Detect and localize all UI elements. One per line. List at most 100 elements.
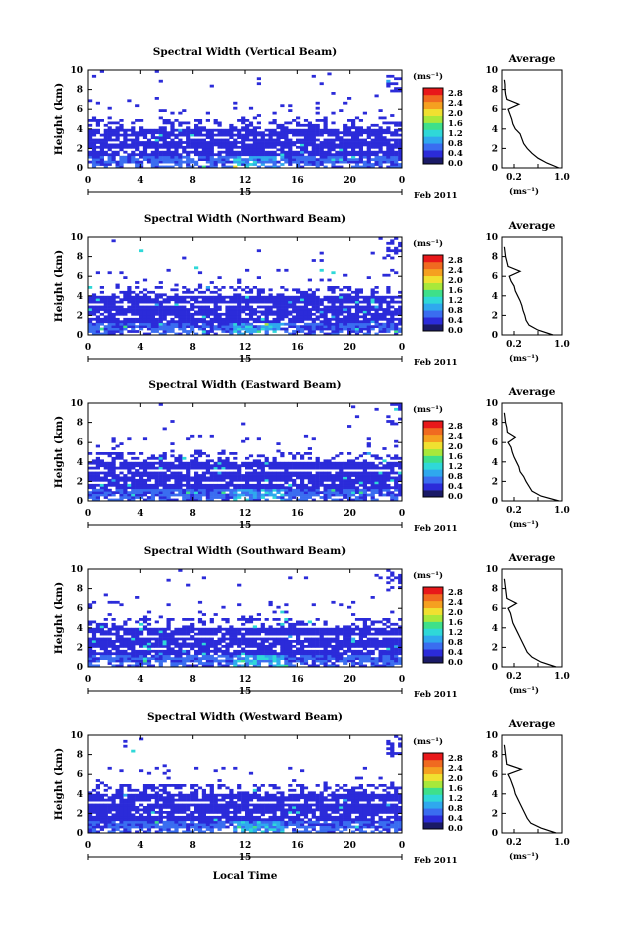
heatmap-cell (115, 649, 120, 653)
heatmap-cell (378, 126, 383, 130)
heatmap-cell (209, 459, 214, 463)
colorbar-segment (423, 115, 443, 123)
heatmap-cell (182, 640, 187, 643)
heatmap-cell (174, 119, 179, 122)
heatmap-cell (201, 461, 206, 465)
heatmap-cell (374, 407, 379, 411)
heatmap-cell (131, 300, 136, 304)
heatmap-cell (213, 627, 218, 631)
heatmap-cell (245, 322, 250, 326)
heatmap-cell (264, 155, 269, 159)
heatmap-cell (197, 486, 203, 490)
avg-y-tick-label: 8 (492, 253, 498, 263)
heatmap-cell (170, 165, 175, 169)
x-tick-label: 0 (399, 176, 405, 186)
heatmap-cell (111, 133, 116, 137)
heatmap-cell (315, 305, 320, 309)
heatmap-cell (107, 330, 112, 333)
heatmap-cell (221, 452, 226, 455)
heatmap-cell (174, 320, 179, 324)
heatmap-cell (394, 627, 399, 631)
heatmap-cell (296, 153, 301, 157)
heatmap-cell (99, 148, 104, 152)
heatmap-cell (178, 471, 183, 475)
heatmap-cell (115, 312, 120, 316)
heatmap-cell (382, 642, 387, 646)
heatmap-cell (170, 466, 175, 470)
heatmap-cell (362, 640, 367, 643)
heatmap-cell (135, 141, 140, 144)
heatmap-cell (229, 320, 234, 324)
heatmap-cell (370, 637, 375, 641)
heatmap-cell (351, 659, 356, 663)
heatmap-cell (205, 288, 210, 292)
heatmap-cell (95, 123, 100, 127)
heatmap-cell (103, 452, 108, 455)
heatmap-cell (205, 300, 210, 304)
heatmap-cell (237, 486, 242, 490)
heatmap-cell (272, 652, 277, 656)
heatmap-cell (119, 466, 124, 470)
heatmap-cell (142, 300, 148, 304)
heatmap-cell (323, 627, 328, 631)
heatmap-cell (162, 131, 167, 135)
heatmap-cell (323, 493, 328, 497)
heatmap-cell (174, 133, 179, 137)
heatmap-cell (386, 79, 391, 83)
heatmap-cell (237, 659, 242, 663)
heatmap-cell (103, 300, 108, 304)
heatmap-cell (382, 256, 387, 260)
heatmap-cell (162, 481, 167, 485)
heatmap-cell (135, 286, 140, 289)
heatmap-cell (378, 160, 383, 164)
heatmap-cell (296, 493, 301, 497)
heatmap-cell (111, 645, 116, 648)
heatmap-cell (95, 315, 100, 319)
heatmap-cell (386, 454, 391, 458)
heatmap-cell (311, 657, 316, 660)
heatmap-cell (327, 645, 332, 648)
heatmap-cell (319, 150, 324, 154)
heatmap-cell (174, 295, 179, 299)
heatmap-cell (394, 498, 399, 502)
heatmap-cell (154, 488, 159, 492)
heatmap-cell (162, 322, 167, 326)
heatmap-cell (351, 143, 356, 147)
heatmap-cell (303, 483, 309, 487)
heatmap-cell (111, 160, 116, 164)
heatmap-cell (351, 630, 356, 634)
heatmap-cell (268, 461, 273, 465)
heatmap-cell (300, 659, 305, 663)
heatmap-cell (307, 657, 312, 660)
heatmap-cell (335, 300, 340, 304)
heatmap-cell (343, 153, 348, 157)
heatmap-cell (119, 330, 124, 333)
heatmap-cell (162, 632, 167, 636)
heatmap-cell (205, 143, 210, 147)
heatmap-cell (362, 491, 367, 494)
heatmap-cell (378, 488, 383, 492)
heatmap-cell (394, 478, 399, 482)
heatmap-cell (205, 150, 210, 154)
heatmap-cell (190, 145, 195, 149)
heatmap-cell (347, 320, 352, 324)
heatmap-cell (327, 637, 332, 641)
heatmap-cell (362, 165, 367, 169)
heatmap-cell (115, 150, 120, 154)
heatmap-cell (166, 649, 171, 653)
heatmap-cell (362, 459, 367, 463)
heatmap-cell (221, 322, 226, 326)
heatmap-cell (107, 308, 112, 311)
heatmap-cell (398, 249, 403, 253)
heatmap-cell (170, 632, 175, 636)
heatmap-cell (190, 659, 195, 663)
heatmap-cell (248, 330, 254, 333)
heatmap-cell (182, 657, 187, 660)
heatmap-cell (351, 133, 356, 137)
heatmap-cell (170, 295, 175, 299)
heatmap-cell (146, 160, 152, 164)
heatmap-cell (331, 308, 336, 311)
heatmap-cell (115, 133, 120, 137)
heatmap-cell (99, 652, 104, 656)
heatmap-cell (213, 153, 218, 157)
